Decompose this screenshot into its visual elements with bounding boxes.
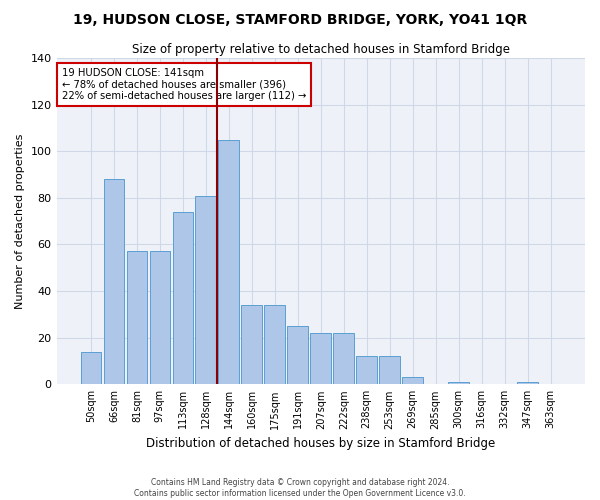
Bar [241, 305, 262, 384]
Bar [265, 305, 285, 384]
Text: 19 HUDSON CLOSE: 141sqm
← 78% of detached houses are smaller (396)
22% of semi-d: 19 HUDSON CLOSE: 141sqm ← 78% of detache… [62, 68, 306, 101]
Bar [334, 333, 354, 384]
Bar [379, 356, 400, 384]
Y-axis label: Number of detached properties: Number of detached properties [15, 134, 25, 309]
Bar [127, 252, 147, 384]
Bar [218, 140, 239, 384]
Bar [173, 212, 193, 384]
Text: Contains HM Land Registry data © Crown copyright and database right 2024.
Contai: Contains HM Land Registry data © Crown c… [134, 478, 466, 498]
Bar [310, 333, 331, 384]
Bar [356, 356, 377, 384]
Bar [287, 326, 308, 384]
Text: 19, HUDSON CLOSE, STAMFORD BRIDGE, YORK, YO41 1QR: 19, HUDSON CLOSE, STAMFORD BRIDGE, YORK,… [73, 12, 527, 26]
Title: Size of property relative to detached houses in Stamford Bridge: Size of property relative to detached ho… [132, 42, 510, 56]
Bar [196, 196, 216, 384]
Bar [448, 382, 469, 384]
X-axis label: Distribution of detached houses by size in Stamford Bridge: Distribution of detached houses by size … [146, 437, 496, 450]
Bar [149, 252, 170, 384]
Bar [80, 352, 101, 384]
Bar [403, 378, 423, 384]
Bar [104, 179, 124, 384]
Bar [517, 382, 538, 384]
